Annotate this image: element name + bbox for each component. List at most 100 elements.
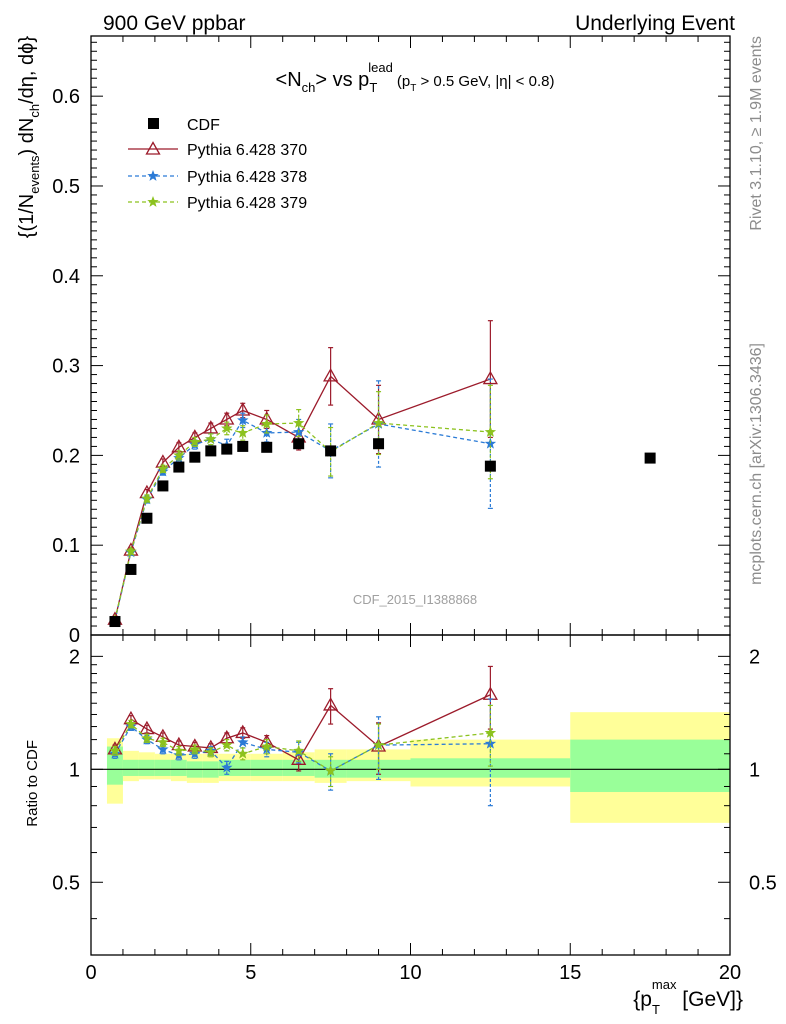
main-point-cdf xyxy=(373,438,385,450)
data-marks xyxy=(107,320,656,807)
main-panel-title: <Nch> vs pTlead(pT > 0.5 GeV, |η| < 0.8) xyxy=(276,60,555,95)
ratio-band-inner xyxy=(106,746,123,785)
main-point-cdf xyxy=(109,616,121,628)
ratio-point-p378 xyxy=(157,743,169,755)
ratio-point-p370 xyxy=(291,751,307,765)
ratio-point-p379 xyxy=(237,747,249,759)
main-point-p379 xyxy=(221,422,233,434)
ratio-point-p379 xyxy=(173,744,185,756)
main-line-p378 xyxy=(114,419,491,621)
x-axis-label: {pTmax [GeV]} xyxy=(633,977,743,1017)
main-point-cdf xyxy=(189,451,201,463)
legend-star-p379 xyxy=(147,196,159,207)
main-point-cdf xyxy=(484,460,496,472)
main-line-p379 xyxy=(114,422,491,620)
legend-marker-p378 xyxy=(147,170,159,181)
ratio-point-p379 xyxy=(109,744,121,756)
ratio-point-p379 xyxy=(141,732,153,744)
ratio-point-p379 xyxy=(157,736,169,748)
ratio-band-inner xyxy=(138,759,155,776)
legend-label-cdf: CDF xyxy=(187,117,220,134)
ratio-y-tick-label-right: 2 xyxy=(749,646,760,668)
ratio-band-inner xyxy=(170,759,187,776)
ratio-point-p378 xyxy=(221,761,233,773)
ratio-line-p370 xyxy=(114,694,491,761)
main-point-cdf xyxy=(125,563,137,575)
ratio-point-p379 xyxy=(189,743,201,755)
ratio-y-tick-label-left: 1 xyxy=(69,759,80,781)
ratio-point-p379 xyxy=(293,744,305,756)
ratio-point-p379 xyxy=(484,726,497,738)
axes: 0 5 10 15 20 0.1 0.2 0.3 0.4 0.5 0.6 0 0.5 0.5 1 1 2 2 xyxy=(52,35,777,984)
ratio-uncertainty-bands xyxy=(106,712,730,823)
header-right: Underlying Event xyxy=(575,12,735,35)
legend-marker-cdf xyxy=(148,118,159,129)
analysis-watermark: CDF_2015_I1388868 xyxy=(353,592,477,607)
ratio-band-inner xyxy=(154,759,171,776)
main-y-tick-label: 0 xyxy=(69,625,80,647)
main-series-p379 xyxy=(109,384,497,625)
main-series-p378 xyxy=(109,378,497,626)
legend-label-p378: Pythia 6.428 378 xyxy=(187,169,307,186)
ratio-point-p379 xyxy=(221,739,233,750)
ratio-point-p379 xyxy=(324,764,337,776)
ratio-line-p378 xyxy=(114,725,491,772)
main-point-cdf xyxy=(205,445,217,457)
main-point-p378 xyxy=(237,414,249,426)
main-point-cdf xyxy=(141,512,153,524)
x-tick-label: 15 xyxy=(559,962,581,984)
main-point-cdf xyxy=(173,461,185,473)
mcplots-label: mcplots.cern.ch [arXiv:1306.3436] xyxy=(748,343,765,585)
main-line-p370 xyxy=(114,375,491,620)
main-series-p370 xyxy=(107,320,498,625)
main-point-p379 xyxy=(157,462,169,474)
main-point-p379 xyxy=(261,418,273,429)
ratio-y-tick-label-left: 2 xyxy=(69,646,80,668)
main-y-tick-label: 0.1 xyxy=(52,535,80,557)
ratio-band-inner xyxy=(218,759,251,776)
x-tick-label: 10 xyxy=(399,962,421,984)
ratio-y-tick-label-left: 0.5 xyxy=(52,872,80,894)
main-point-p379 xyxy=(237,426,249,438)
legend-marker-p379 xyxy=(147,196,159,207)
main-point-cdf xyxy=(644,452,656,464)
main-point-cdf xyxy=(221,443,233,455)
ratio-point-p378 xyxy=(237,736,249,748)
x-tick-label: 20 xyxy=(719,962,741,984)
rivet-version-label: Rivet 3.1.10, ≥ 1.9M events xyxy=(748,36,765,231)
ratio-band-inner xyxy=(570,739,730,793)
legend-marker-p370 xyxy=(145,141,161,155)
main-point-p379 xyxy=(141,492,153,504)
main-point-p379 xyxy=(125,545,137,557)
main-point-cdf xyxy=(157,480,169,492)
ratio-y-axis-label: Ratio to CDF xyxy=(24,740,41,827)
ratio-point-p370 xyxy=(323,697,339,711)
main-point-p379 xyxy=(372,417,385,428)
ratio-point-p379 xyxy=(125,718,137,729)
main-point-cdf xyxy=(325,445,337,457)
main-point-cdf xyxy=(237,440,249,452)
x-tick-label: 0 xyxy=(85,962,96,984)
main-y-tick-label: 0.5 xyxy=(52,176,80,198)
ratio-band-inner xyxy=(122,759,139,776)
ratio-point-p379 xyxy=(372,739,385,750)
main-point-p379 xyxy=(189,435,201,447)
main-point-p379 xyxy=(205,433,217,445)
ratio-y-tick-label-right: 0.5 xyxy=(749,872,777,894)
main-point-p379 xyxy=(173,449,185,461)
main-y-axis-label: {(1/Nevents) dNch/dη, dϕ} xyxy=(16,36,42,239)
main-y-tick-label: 0.6 xyxy=(52,86,80,108)
ratio-point-p379 xyxy=(261,740,273,752)
legend: CDF Pythia 6.428 370 Pythia 6.428 378 Py… xyxy=(128,117,307,212)
ratio-line-p379 xyxy=(114,723,491,772)
main-series-cdf xyxy=(109,438,656,628)
main-point-p370 xyxy=(323,368,339,382)
main-point-cdf xyxy=(261,441,273,453)
legend-label-p379: Pythia 6.428 379 xyxy=(187,195,307,212)
main-point-p370 xyxy=(203,420,219,434)
main-y-tick-label: 0.3 xyxy=(52,356,80,378)
ratio-band-inner xyxy=(410,758,571,778)
ratio-y-tick-label-right: 1 xyxy=(749,759,760,781)
main-point-p370 xyxy=(482,370,498,385)
